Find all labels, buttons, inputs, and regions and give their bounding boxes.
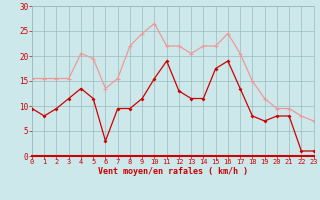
X-axis label: Vent moyen/en rafales ( km/h ): Vent moyen/en rafales ( km/h ): [98, 167, 248, 176]
